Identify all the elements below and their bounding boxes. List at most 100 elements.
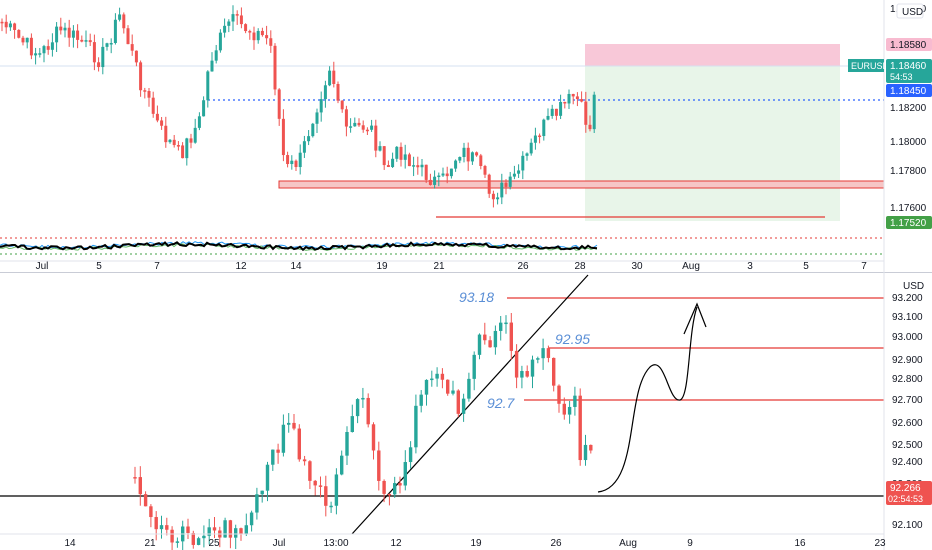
candle-body: [520, 371, 524, 378]
candle-body: [377, 450, 381, 481]
candle-body: [313, 480, 317, 486]
candle-body: [420, 164, 424, 168]
candle-body: [223, 520, 227, 538]
candle-body: [378, 146, 382, 151]
top-date-tick: 14: [290, 261, 302, 272]
candle-body: [403, 154, 407, 160]
top-date-tick: 12: [235, 261, 247, 272]
bottom-price-tick: 92.900: [892, 355, 923, 366]
top-price-tick: 1.18000: [890, 137, 927, 148]
candle-body: [589, 444, 593, 451]
candle-body: [134, 50, 138, 63]
candle-body: [571, 93, 575, 97]
candle-body: [67, 27, 71, 38]
candle-body: [559, 101, 563, 116]
candle-body: [391, 158, 395, 168]
candle-body: [588, 124, 592, 130]
dxy-chart-pane[interactable]: 93.18 92.95 92.7 93.200 93.100 93.000 92.90…: [0, 272, 932, 550]
candle-body: [496, 197, 500, 200]
candle-body: [412, 165, 416, 167]
candle-body: [265, 35, 269, 39]
candle-body: [239, 15, 243, 25]
candle-body: [8, 23, 12, 28]
candle-body: [399, 146, 403, 160]
candle-body: [269, 38, 273, 46]
candle-body: [567, 93, 571, 104]
candle-body: [458, 157, 462, 161]
candle-body: [419, 394, 423, 406]
bottom-price-tick: 92.500: [892, 440, 923, 451]
candle-body: [504, 182, 508, 187]
candle-body: [227, 21, 231, 26]
top-time-axis[interactable]: Jul 5 7 12 14 19 21 26 28 30 Aug 3 5 7: [36, 261, 868, 272]
top-currency-box[interactable]: [896, 3, 924, 19]
candle-body: [113, 19, 117, 44]
candle-body: [323, 85, 327, 100]
candle-body: [168, 139, 172, 143]
candle-body: [563, 101, 567, 104]
candle-body: [286, 155, 290, 165]
candle-body: [493, 330, 498, 348]
candle-body: [414, 405, 418, 448]
candle-body: [525, 153, 529, 156]
candle-body: [424, 164, 428, 180]
candle-body: [477, 334, 482, 355]
candle-body: [133, 477, 137, 479]
candle-body: [319, 99, 323, 113]
uptrend-line[interactable]: [351, 274, 589, 535]
candle-body: [530, 359, 535, 377]
candle-body: [454, 160, 458, 169]
candle-body: [302, 459, 307, 462]
candle-body: [504, 322, 508, 325]
candle-body: [546, 348, 551, 358]
top-date-tick: 26: [517, 261, 529, 272]
annotation-93-18[interactable]: 93.18: [459, 289, 494, 305]
candle-body: [287, 422, 291, 425]
candle-body: [50, 42, 54, 50]
candle-body: [181, 145, 185, 159]
bottom-price-tick: 92.100: [892, 520, 923, 531]
candle-body: [207, 527, 211, 536]
candle-body: [344, 109, 348, 127]
candle-body: [538, 135, 542, 138]
candle-body: [147, 91, 151, 98]
candle-body: [159, 525, 164, 530]
candle-body: [508, 176, 512, 187]
candle-body: [441, 173, 445, 176]
candle-body: [315, 112, 319, 124]
candle-body: [437, 175, 441, 178]
candle-body: [546, 115, 550, 120]
candle-body: [4, 21, 8, 28]
support-zone[interactable]: [278, 180, 885, 189]
candle-body: [336, 83, 340, 101]
candle-body: [340, 100, 344, 110]
candle-body: [21, 37, 25, 43]
candle-body: [361, 397, 365, 400]
candle-body: [260, 490, 264, 495]
top-date-tick: 5: [96, 261, 102, 272]
candle-body: [273, 45, 277, 90]
last-price-badge: [886, 59, 932, 83]
bottom-date-tick: 16: [794, 538, 806, 549]
target-zone[interactable]: [585, 44, 840, 66]
candle-body: [297, 428, 301, 460]
candle-body: [536, 358, 540, 360]
candle-body: [366, 397, 370, 425]
candle-body: [29, 37, 33, 56]
bottom-time-axis[interactable]: 14 21 25 Jul 13:00 12 19 26 Aug 9 16 23: [64, 538, 886, 549]
annotation-92-7[interactable]: 92.7: [487, 395, 515, 411]
annotation-92-95[interactable]: 92.95: [555, 331, 590, 347]
projection-path[interactable]: [597, 306, 698, 493]
candle-body: [13, 23, 17, 30]
candle-body: [235, 14, 239, 16]
candle-body: [449, 168, 453, 177]
candle-body: [271, 449, 275, 465]
candle-body: [361, 125, 365, 130]
candle-body: [408, 447, 413, 463]
candle-body: [355, 399, 360, 417]
profit-zone[interactable]: [585, 66, 840, 221]
candle-body: [290, 160, 294, 165]
bottom-date-tick: 13:00: [323, 538, 348, 549]
